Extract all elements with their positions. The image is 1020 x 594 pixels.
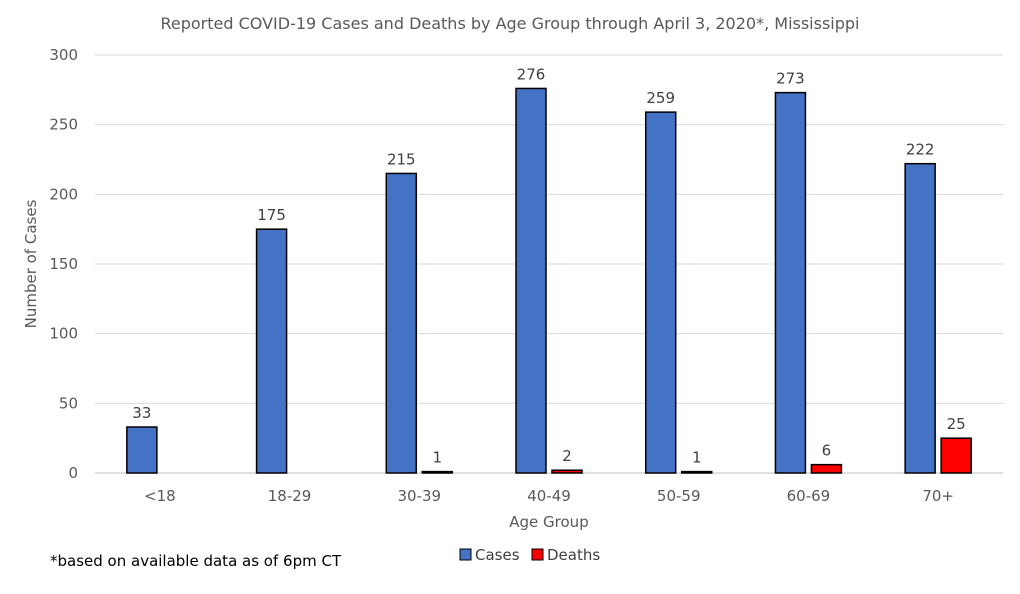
cases-bar bbox=[385, 172, 418, 474]
cases-data-label: 33 bbox=[132, 404, 151, 422]
deaths-data-label: 1 bbox=[433, 449, 443, 467]
y-tick-label: 200 bbox=[49, 185, 78, 203]
y-axis-title: Number of Cases bbox=[22, 199, 40, 328]
deaths-bar bbox=[810, 463, 843, 474]
cases-data-label: 273 bbox=[776, 70, 805, 88]
legend-item: Cases bbox=[459, 546, 520, 564]
cases-bar bbox=[904, 162, 936, 474]
cases-bar bbox=[126, 426, 158, 474]
x-axis-ticks: <18 18-29 30-39 40-49 50-59 60-69 70+ bbox=[144, 487, 954, 505]
cases-bar bbox=[515, 87, 547, 474]
cases-data-label: 175 bbox=[257, 206, 286, 224]
x-tick-label: 18-29 bbox=[268, 487, 312, 505]
deaths-data-label: 25 bbox=[947, 415, 966, 433]
cases-bar bbox=[255, 228, 288, 474]
legend-label: Cases bbox=[475, 546, 520, 564]
cases-data-label: 276 bbox=[517, 65, 546, 83]
y-axis-ticks: 0 50 100 150 200 250 300 bbox=[49, 46, 78, 482]
legend: Cases Deaths bbox=[459, 546, 600, 564]
footnote: *based on available data as of 6pm CT bbox=[50, 552, 342, 570]
x-tick-label: 50-59 bbox=[657, 487, 701, 505]
cases-data-label: 222 bbox=[906, 141, 935, 159]
y-tick-label: 150 bbox=[49, 255, 78, 273]
data-labels: 33 175 215 1 276 2 259 1 273 6 222 25 bbox=[132, 65, 965, 466]
x-tick-label: 60-69 bbox=[787, 487, 831, 505]
deaths-data-label: 2 bbox=[562, 447, 572, 465]
x-tick-label: 30-39 bbox=[397, 487, 441, 505]
x-tick-label: 40-49 bbox=[527, 487, 571, 505]
x-tick-label: 70+ bbox=[922, 487, 954, 505]
y-tick-label: 250 bbox=[49, 116, 78, 134]
cases-data-label: 259 bbox=[646, 89, 675, 107]
legend-swatch bbox=[531, 548, 544, 561]
deaths-data-label: 6 bbox=[822, 442, 832, 460]
deaths-data-label: 1 bbox=[692, 449, 702, 467]
legend-item: Deaths bbox=[531, 546, 600, 564]
y-tick-label: 50 bbox=[59, 394, 78, 412]
y-tick-label: 300 bbox=[49, 46, 78, 64]
gridlines bbox=[95, 54, 1003, 474]
x-tick-label: <18 bbox=[144, 487, 176, 505]
cases-data-label: 215 bbox=[387, 150, 416, 168]
bars bbox=[126, 87, 972, 474]
deaths-bar bbox=[680, 470, 713, 474]
deaths-bar bbox=[551, 469, 583, 474]
cases-bar bbox=[774, 91, 807, 474]
x-axis-title: Age Group bbox=[509, 513, 588, 531]
cases-bar bbox=[644, 111, 677, 474]
legend-label: Deaths bbox=[547, 546, 600, 564]
deaths-bar bbox=[421, 470, 454, 474]
y-tick-label: 0 bbox=[68, 464, 78, 482]
y-tick-label: 100 bbox=[49, 325, 78, 343]
deaths-bar bbox=[940, 437, 972, 474]
chart-title: Reported COVID-19 Cases and Deaths by Ag… bbox=[160, 14, 859, 33]
legend-swatch bbox=[459, 548, 472, 561]
